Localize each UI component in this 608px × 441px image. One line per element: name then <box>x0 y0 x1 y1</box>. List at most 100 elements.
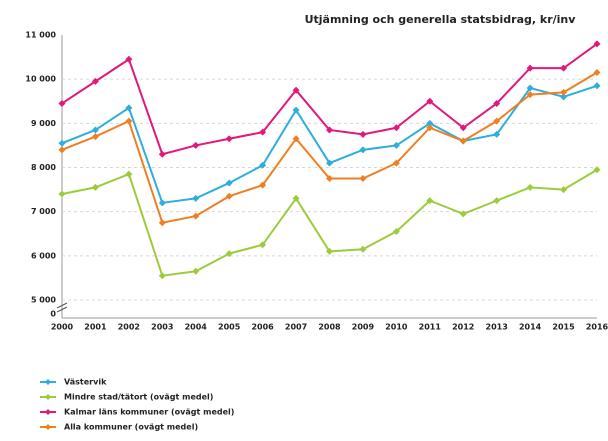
point <box>125 170 133 178</box>
x-tick-label: 2006 <box>251 323 274 332</box>
point <box>58 99 66 107</box>
point <box>493 99 501 107</box>
legend-marker <box>45 379 51 385</box>
y-tick-label: 6 000 <box>31 251 56 260</box>
legend-marker <box>45 424 51 430</box>
point <box>292 86 300 94</box>
y-tick-label: 8 000 <box>31 163 56 172</box>
point <box>125 104 133 112</box>
legend-label: Västervik <box>64 378 107 387</box>
x-tick-label: 2012 <box>452 323 474 332</box>
x-tick-label: 2008 <box>318 323 341 332</box>
point <box>593 166 601 174</box>
point <box>526 91 534 99</box>
point <box>326 175 333 183</box>
point <box>426 197 434 205</box>
x-tick-label: 2005 <box>218 323 241 332</box>
point <box>392 159 400 167</box>
y-tick-label: 5 000 <box>31 296 56 305</box>
y-tick-label: 7 000 <box>31 207 56 216</box>
y-tick-label: 9 000 <box>31 119 56 128</box>
point <box>225 179 233 187</box>
axis-break <box>56 302 68 313</box>
x-tick-label: 2001 <box>84 323 107 332</box>
x-tick-label: 2000 <box>51 323 74 332</box>
legend-marker <box>45 409 51 415</box>
point <box>125 117 133 125</box>
x-tick-label: 2009 <box>352 323 375 332</box>
point <box>359 175 367 183</box>
y-tick-label: 10 000 <box>25 75 56 84</box>
x-tick-label: 2004 <box>185 323 208 332</box>
point <box>392 141 400 149</box>
x-tick-label: 2003 <box>151 323 173 332</box>
point <box>125 55 133 63</box>
point <box>593 82 601 90</box>
point <box>259 241 267 249</box>
point <box>560 186 568 194</box>
point <box>91 133 99 141</box>
point <box>459 210 467 218</box>
point <box>560 64 568 72</box>
y-tick-label: 11 000 <box>25 31 56 40</box>
series-line <box>61 84 598 204</box>
point <box>459 124 467 132</box>
point <box>493 130 501 138</box>
x-tick-label: 2002 <box>118 323 140 332</box>
point <box>493 197 501 205</box>
point <box>560 93 568 101</box>
point <box>359 245 367 253</box>
point <box>259 161 267 169</box>
point <box>192 194 200 202</box>
point <box>192 141 200 149</box>
y-tick-label: 0 <box>50 310 56 319</box>
point <box>91 183 99 191</box>
point <box>91 77 99 85</box>
chart-title: Utjämning och generella statsbidrag, kr/… <box>305 13 577 26</box>
x-tick-label: 2014 <box>519 323 542 332</box>
point <box>292 106 300 114</box>
point <box>158 272 166 280</box>
x-tick-label: 2011 <box>419 323 442 332</box>
point <box>58 190 66 198</box>
point <box>192 267 200 275</box>
point <box>359 130 367 138</box>
x-tick-label: 2015 <box>552 323 575 332</box>
point <box>158 199 166 207</box>
point <box>158 150 166 158</box>
point <box>326 159 333 167</box>
point <box>359 146 367 154</box>
point <box>426 119 434 127</box>
point <box>58 139 66 147</box>
x-tick-label: 2016 <box>586 323 608 332</box>
legend-label: Mindre stad/tätort (ovägt medel) <box>64 393 213 402</box>
point <box>560 88 568 96</box>
legend-label: Alla kommuner (ovägt medel) <box>64 423 198 432</box>
point <box>593 69 601 77</box>
legend-marker <box>45 394 51 400</box>
point <box>259 181 267 189</box>
point <box>225 135 233 143</box>
point <box>58 146 66 154</box>
point <box>326 126 333 134</box>
point <box>593 40 601 48</box>
point <box>158 219 166 227</box>
point <box>392 228 400 236</box>
point <box>292 194 300 202</box>
point <box>526 64 534 72</box>
series-line <box>61 168 598 277</box>
point <box>493 117 501 125</box>
point <box>526 183 534 191</box>
point <box>526 84 534 92</box>
point <box>326 247 333 255</box>
point <box>192 212 200 220</box>
point <box>259 128 267 136</box>
point <box>225 192 233 200</box>
point <box>392 124 400 132</box>
point <box>426 97 434 105</box>
x-tick-label: 2010 <box>385 323 408 332</box>
point <box>426 124 434 132</box>
point <box>91 126 99 134</box>
